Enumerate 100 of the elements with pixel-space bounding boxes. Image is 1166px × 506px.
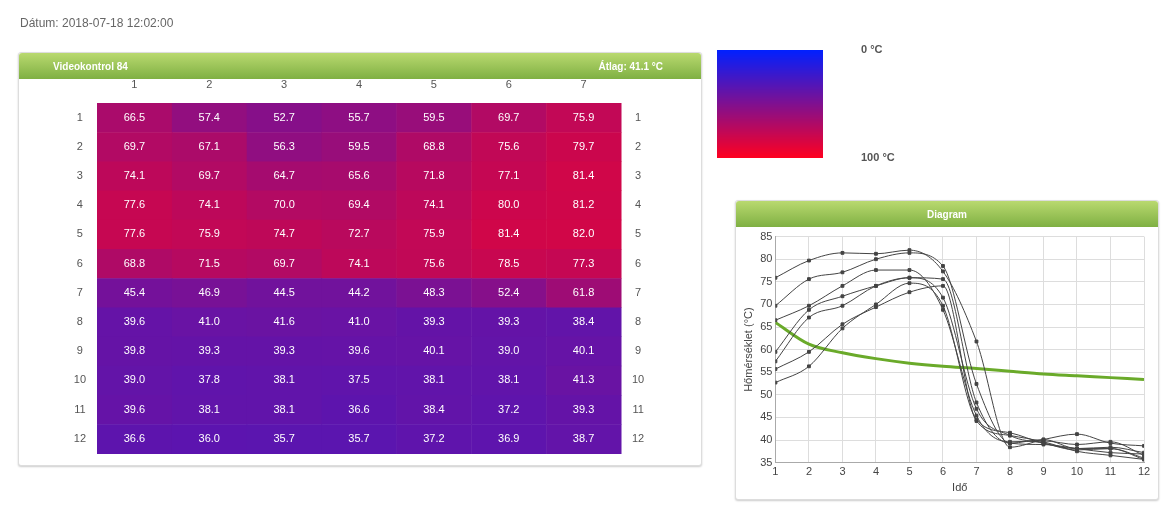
x-tick-label: 7 bbox=[580, 78, 587, 91]
data-label: 39.6 bbox=[123, 402, 146, 415]
data-label: 39.3 bbox=[572, 402, 595, 415]
x-tick-label: 8 bbox=[1006, 465, 1014, 478]
data-label: 74.1 bbox=[198, 198, 220, 211]
data-label: 40.1 bbox=[572, 344, 595, 357]
data-label: 44.2 bbox=[348, 285, 370, 298]
y-tick-label: 5 bbox=[76, 227, 83, 240]
y-tick-label: 1 bbox=[76, 110, 83, 123]
data-label: 38.1 bbox=[423, 373, 445, 386]
data-label: 69.7 bbox=[123, 139, 146, 152]
data-label: 35.7 bbox=[273, 431, 295, 444]
data-label: 41.0 bbox=[348, 315, 370, 328]
data-label: 38.1 bbox=[198, 402, 220, 415]
data-label: 36.9 bbox=[498, 431, 520, 444]
data-label: 44.5 bbox=[273, 285, 295, 298]
x-tick-label: 3 bbox=[839, 465, 846, 478]
data-label: 35.7 bbox=[348, 431, 370, 444]
text: Dátum: 2018-07-18 12:02:00 bbox=[20, 16, 174, 30]
y-tick-label: 75 bbox=[760, 274, 773, 287]
data-label: 37.5 bbox=[348, 373, 370, 386]
y-tick-label: 12 bbox=[73, 431, 87, 444]
y2-tick-label: 10 bbox=[631, 373, 645, 386]
data-label: 75.6 bbox=[423, 256, 445, 269]
y-tick-label: 11 bbox=[74, 402, 86, 415]
y-tick-label: 70 bbox=[760, 297, 773, 310]
data-label: 74.1 bbox=[348, 256, 370, 269]
data-label: 39.6 bbox=[348, 344, 370, 357]
y-tick-label: 3 bbox=[76, 169, 83, 182]
y-tick-label: 55 bbox=[760, 365, 773, 378]
y-tick-label: 40 bbox=[760, 433, 773, 446]
data-label: 75.9 bbox=[572, 110, 595, 123]
x-tick-label: 5 bbox=[430, 78, 437, 91]
y2-tick-label: 2 bbox=[635, 139, 642, 152]
y-tick-label: 85 bbox=[760, 229, 773, 242]
data-label: 74.7 bbox=[273, 227, 295, 240]
y2-tick-label: 1 bbox=[635, 110, 642, 123]
data-label: 81.2 bbox=[572, 198, 595, 211]
y-tick-label: 9 bbox=[76, 344, 83, 357]
data-label: 56.3 bbox=[273, 139, 295, 152]
data-label: 82.0 bbox=[572, 227, 595, 240]
x-tick-label: 3 bbox=[281, 78, 288, 91]
data-label: 81.4 bbox=[572, 169, 595, 182]
x-tick-label: 2 bbox=[805, 465, 812, 478]
y2-tick-label: 5 bbox=[635, 227, 642, 240]
x-tick-label: 4 bbox=[355, 78, 363, 91]
data-label: 45.4 bbox=[123, 285, 146, 298]
data-label: 41.0 bbox=[198, 315, 220, 328]
data-label: 77.3 bbox=[572, 256, 595, 269]
data-label: 81.4 bbox=[498, 227, 520, 240]
data-label: 39.3 bbox=[273, 344, 295, 357]
y-tick-label: 45 bbox=[760, 410, 773, 423]
y2-tick-label: 11 bbox=[632, 402, 644, 415]
data-label: 39.6 bbox=[123, 315, 146, 328]
data-label: 48.3 bbox=[423, 285, 445, 298]
data-label: 41.6 bbox=[273, 315, 295, 328]
data-label: 39.3 bbox=[498, 315, 520, 328]
x-tick-label: 6 bbox=[505, 78, 512, 91]
data-label: 38.1 bbox=[498, 373, 520, 386]
data-label: 68.8 bbox=[123, 256, 146, 269]
data-label: 52.7 bbox=[273, 110, 295, 123]
data-label: 55.7 bbox=[348, 110, 370, 123]
data-label: 59.5 bbox=[423, 110, 445, 123]
data-label: 69.7 bbox=[198, 169, 220, 182]
data-label: 75.6 bbox=[498, 139, 520, 152]
x-tick-label: 11 bbox=[1104, 465, 1117, 478]
data-label: 38.4 bbox=[423, 402, 445, 415]
data-label: 38.4 bbox=[572, 315, 595, 328]
data-label: 77.6 bbox=[123, 198, 146, 211]
y-tick-label: 7 bbox=[76, 285, 83, 298]
data-label: 69.7 bbox=[498, 110, 520, 123]
y-axis-title: Hőmérséklet (°C) bbox=[741, 307, 754, 392]
data-label: 40.1 bbox=[423, 344, 445, 357]
data-label: 36.0 bbox=[198, 431, 220, 444]
data-label: 37.2 bbox=[423, 431, 445, 444]
x-axis-title: Idő bbox=[952, 481, 968, 494]
data-label: 36.6 bbox=[348, 402, 370, 415]
x-tick-label: 7 bbox=[973, 465, 980, 478]
color-bar-label: 100 °C bbox=[861, 151, 895, 164]
y2-tick-label: 8 bbox=[635, 315, 642, 328]
data-label: 70.0 bbox=[273, 198, 295, 211]
y-tick-label: 2 bbox=[76, 139, 83, 152]
data-label: 46.9 bbox=[198, 285, 220, 298]
data-label: 69.7 bbox=[273, 256, 295, 269]
data-label: 74.1 bbox=[123, 169, 146, 182]
x-tick-label: 2 bbox=[206, 78, 213, 91]
x-tick-label: 6 bbox=[939, 465, 947, 478]
data-label: 77.6 bbox=[123, 227, 146, 240]
data-label: 68.8 bbox=[423, 139, 445, 152]
y-tick-label: 35 bbox=[760, 455, 773, 468]
data-label: 75.9 bbox=[423, 227, 445, 240]
data-label: 67.1 bbox=[198, 139, 220, 152]
data-label: 80.0 bbox=[498, 198, 520, 211]
color-bar-label: 0 °C bbox=[861, 43, 883, 56]
data-label: 41.3 bbox=[572, 373, 595, 386]
x-tick-label: 4 bbox=[872, 465, 880, 478]
data-label: 75.9 bbox=[198, 227, 220, 240]
data-label: 66.5 bbox=[123, 110, 146, 123]
y2-tick-label: 3 bbox=[635, 169, 642, 182]
y-tick-label: 4 bbox=[76, 198, 83, 211]
